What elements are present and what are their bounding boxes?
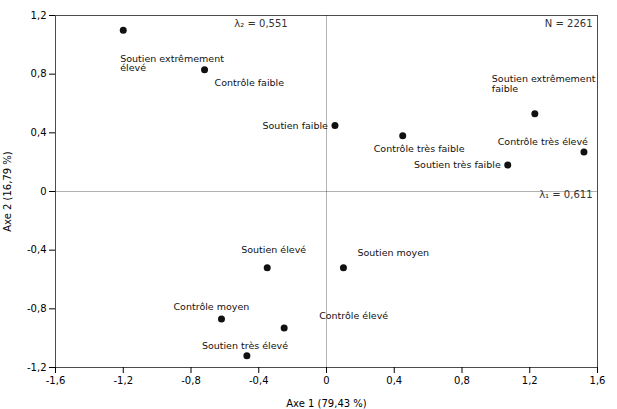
svg-text:0,8: 0,8 — [454, 375, 470, 386]
svg-text:Contrôle très élevé: Contrôle très élevé — [498, 136, 588, 147]
svg-text:-0,4: -0,4 — [27, 244, 47, 255]
svg-text:Soutien élevé: Soutien élevé — [241, 244, 306, 255]
svg-text:Contrôle faible: Contrôle faible — [215, 77, 285, 88]
svg-text:-0,8: -0,8 — [181, 375, 201, 386]
svg-text:1,2: 1,2 — [522, 375, 538, 386]
svg-text:0: 0 — [323, 375, 329, 386]
svg-text:N = 2261: N = 2261 — [545, 18, 593, 29]
svg-text:λ₁ = 0,611: λ₁ = 0,611 — [539, 189, 592, 200]
svg-text:0,4: 0,4 — [386, 375, 402, 386]
svg-text:Axe 1 (79,43 %): Axe 1 (79,43 %) — [286, 398, 367, 409]
svg-text:0: 0 — [40, 186, 46, 197]
svg-text:0,4: 0,4 — [31, 127, 47, 138]
svg-text:λ₂ = 0,551: λ₂ = 0,551 — [234, 18, 287, 29]
svg-text:1,6: 1,6 — [590, 375, 606, 386]
svg-text:-0,4: -0,4 — [249, 375, 269, 386]
svg-text:-0,8: -0,8 — [27, 303, 47, 314]
svg-text:Soutien moyen: Soutien moyen — [357, 247, 429, 258]
svg-text:0,8: 0,8 — [31, 68, 47, 79]
svg-text:Soutien extrêmementfaible: Soutien extrêmementfaible — [492, 73, 596, 94]
svg-text:Contrôle très faible: Contrôle très faible — [374, 143, 465, 154]
svg-text:Contrôle moyen: Contrôle moyen — [173, 301, 249, 312]
svg-text:Contrôle élevé: Contrôle élevé — [319, 310, 388, 321]
svg-text:Soutien très faible: Soutien très faible — [414, 159, 501, 170]
svg-text:Axe 2 (16,79 %): Axe 2 (16,79 %) — [2, 151, 13, 232]
svg-text:-1,6: -1,6 — [46, 375, 66, 386]
svg-text:Soutien faible: Soutien faible — [263, 120, 329, 131]
svg-text:Soutien très élevé: Soutien très élevé — [202, 340, 288, 351]
svg-text:Soutien extrêmementélevé: Soutien extrêmementélevé — [120, 53, 224, 74]
svg-text:-1,2: -1,2 — [27, 362, 47, 373]
svg-text:1,2: 1,2 — [31, 10, 47, 21]
svg-text:-1,2: -1,2 — [113, 375, 133, 386]
